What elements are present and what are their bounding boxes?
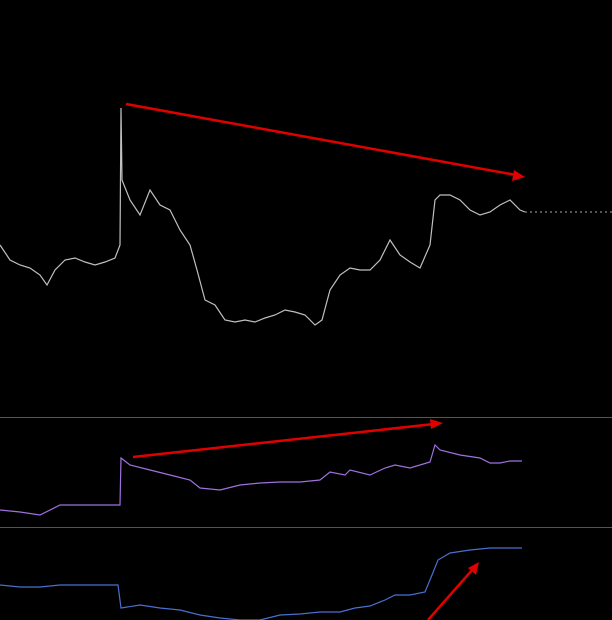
indicator-line — [0, 107, 526, 326]
indicator-line — [0, 443, 522, 516]
annotations — [125, 102, 525, 620]
arrow-head — [430, 419, 443, 429]
arrow-head — [512, 170, 525, 181]
trend-arrow — [125, 102, 517, 177]
trend-arrow — [132, 422, 435, 459]
indicator-line — [0, 547, 522, 620]
trend-arrow — [427, 568, 474, 620]
arrow-head — [468, 562, 479, 575]
